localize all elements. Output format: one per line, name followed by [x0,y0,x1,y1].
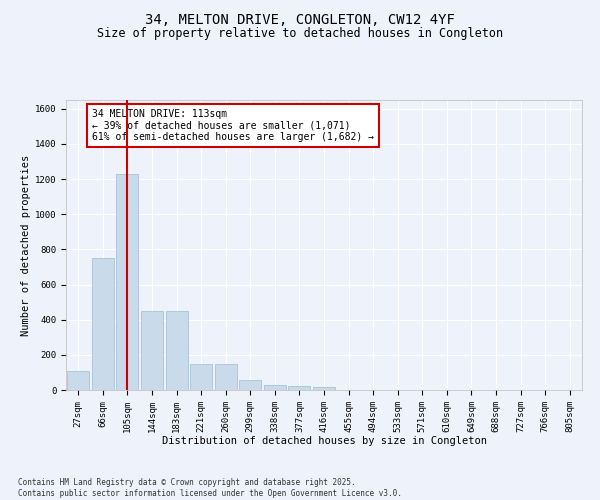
Text: 34 MELTON DRIVE: 113sqm
← 39% of detached houses are smaller (1,071)
61% of semi: 34 MELTON DRIVE: 113sqm ← 39% of detache… [92,108,374,142]
Bar [215,364,237,390]
Text: 34, MELTON DRIVE, CONGLETON, CW12 4YF: 34, MELTON DRIVE, CONGLETON, CW12 4YF [145,12,455,26]
X-axis label: Distribution of detached houses by size in Congleton: Distribution of detached houses by size … [161,436,487,446]
Bar [116,174,139,390]
Text: Size of property relative to detached houses in Congleton: Size of property relative to detached ho… [97,28,503,40]
Text: Contains HM Land Registry data © Crown copyright and database right 2025.
Contai: Contains HM Land Registry data © Crown c… [18,478,402,498]
Bar [239,380,262,390]
Bar [190,364,212,390]
Y-axis label: Number of detached properties: Number of detached properties [20,154,31,336]
Bar [313,388,335,390]
Bar [289,386,310,390]
Bar [166,311,188,390]
Bar [67,370,89,390]
Bar [92,258,114,390]
Bar [264,384,286,390]
Bar [141,311,163,390]
